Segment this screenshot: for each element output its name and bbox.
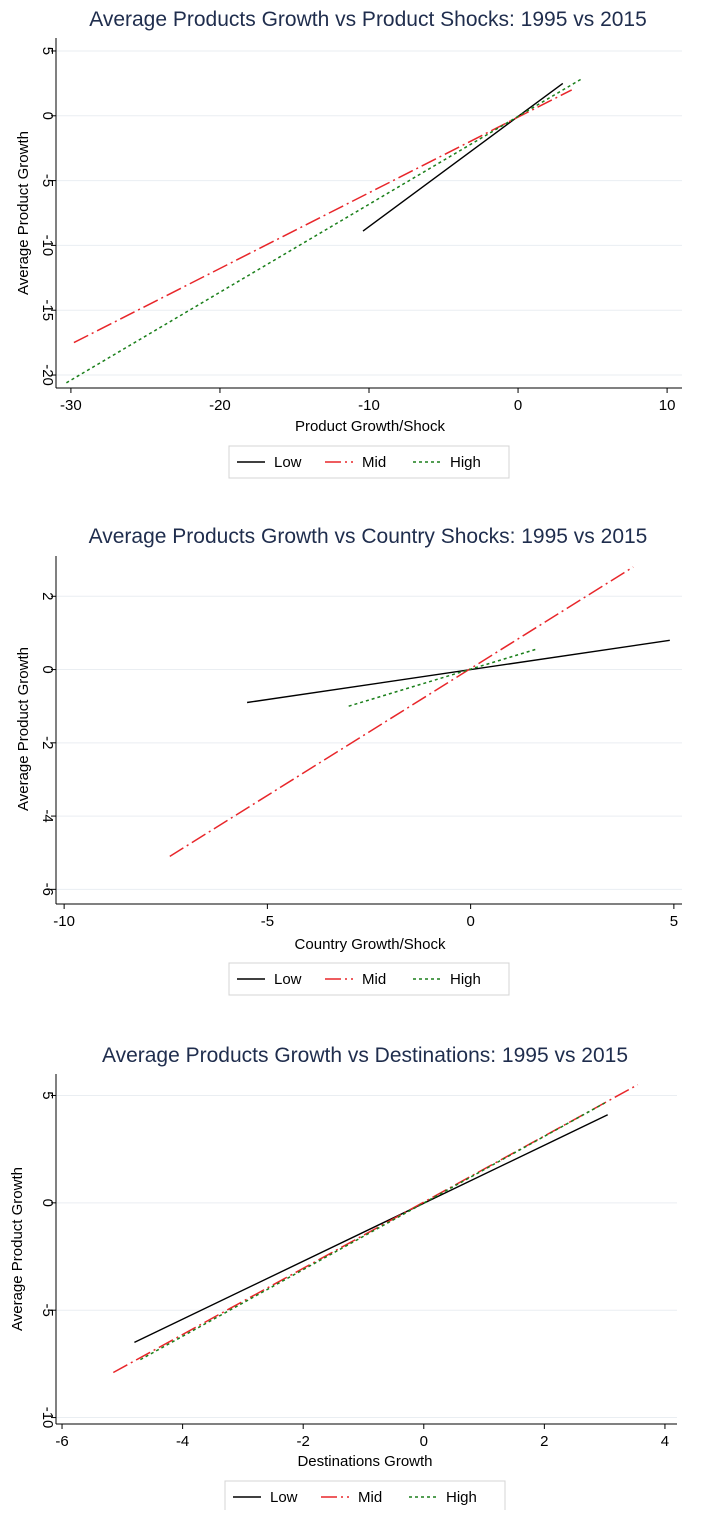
legend-label-high: High: [450, 454, 481, 471]
legend-label-low: Low: [274, 971, 302, 988]
x-tick-label: -2: [297, 1433, 310, 1450]
series-line-low: [362, 82, 564, 232]
legend: Low Mid High: [228, 445, 510, 479]
x-tick-label: 4: [661, 1433, 669, 1450]
y-axis-label: Average Product Growth: [15, 131, 32, 295]
series-line-high: [140, 1102, 606, 1361]
series-line-mid: [73, 89, 573, 344]
legend-box: [224, 1480, 506, 1514]
y-tick-label: -20: [39, 364, 56, 386]
y-tick-label: 0: [39, 112, 56, 120]
chart-title: Average Products Growth vs Destinations:…: [102, 1044, 628, 1067]
x-tick-label: -10: [53, 913, 75, 930]
y-tick-label: 5: [39, 47, 56, 55]
x-tick-label: -20: [209, 397, 231, 414]
x-axis-label: Destinations Growth: [297, 1453, 432, 1470]
x-axis-label: Country Growth/Shock: [295, 936, 446, 953]
y-tick-label: 2: [39, 592, 56, 600]
chart-title: Average Products Growth vs Country Shock…: [89, 525, 648, 548]
legend: Low Mid High: [228, 962, 510, 996]
y-axis-label: Average Product Growth: [15, 647, 32, 811]
chart-2: Average Products Growth vs Country Shock…: [15, 525, 682, 996]
y-tick-label: 5: [39, 1091, 56, 1099]
series-line-mid: [112, 1084, 639, 1374]
y-tick-label: -5: [39, 1304, 56, 1317]
x-tick-label: -5: [261, 913, 274, 930]
series-line-low: [246, 639, 670, 704]
chart-1: Average Products Growth vs Product Shock…: [15, 8, 682, 479]
x-tick-label: 0: [514, 397, 522, 414]
x-tick-label: 0: [466, 913, 474, 930]
x-tick-label: -10: [358, 397, 380, 414]
y-tick-label: -4: [39, 809, 56, 822]
x-tick-label: 5: [670, 913, 678, 930]
x-tick-label: 2: [540, 1433, 548, 1450]
legend-label-low: Low: [274, 454, 302, 471]
legend-label-mid: Mid: [362, 971, 386, 988]
legend-box: [228, 445, 510, 479]
series-line-low: [134, 1114, 609, 1344]
y-tick-label: -5: [39, 174, 56, 187]
series-line-high: [348, 648, 536, 707]
x-tick-label: 10: [659, 397, 676, 414]
x-tick-label: -6: [55, 1433, 68, 1450]
y-tick-label: 0: [39, 1199, 56, 1207]
y-tick-label: 0: [39, 665, 56, 673]
y-tick-label: -15: [39, 299, 56, 321]
y-tick-label: -10: [39, 235, 56, 257]
x-axis-label: Product Growth/Shock: [295, 418, 446, 435]
legend-label-mid: Mid: [362, 454, 386, 471]
x-tick-label: -30: [60, 397, 82, 414]
legend-label-high: High: [450, 971, 481, 988]
x-tick-label: -4: [176, 1433, 189, 1450]
y-tick-label: -2: [39, 736, 56, 749]
legend: Low Mid High: [224, 1480, 506, 1514]
legend-box: [228, 962, 510, 996]
y-axis-label: Average Product Growth: [9, 1167, 26, 1331]
x-tick-label: 0: [420, 1433, 428, 1450]
legend-label-low: Low: [270, 1489, 298, 1506]
legend-label-mid: Mid: [358, 1489, 382, 1506]
chart-title: Average Products Growth vs Product Shock…: [89, 8, 647, 31]
series-line-mid: [169, 566, 634, 858]
y-tick-label: -6: [39, 883, 56, 896]
legend-label-high: High: [446, 1489, 477, 1506]
y-tick-label: -10: [39, 1407, 56, 1429]
chart-3: Average Products Growth vs Destinations:…: [9, 1044, 677, 1514]
